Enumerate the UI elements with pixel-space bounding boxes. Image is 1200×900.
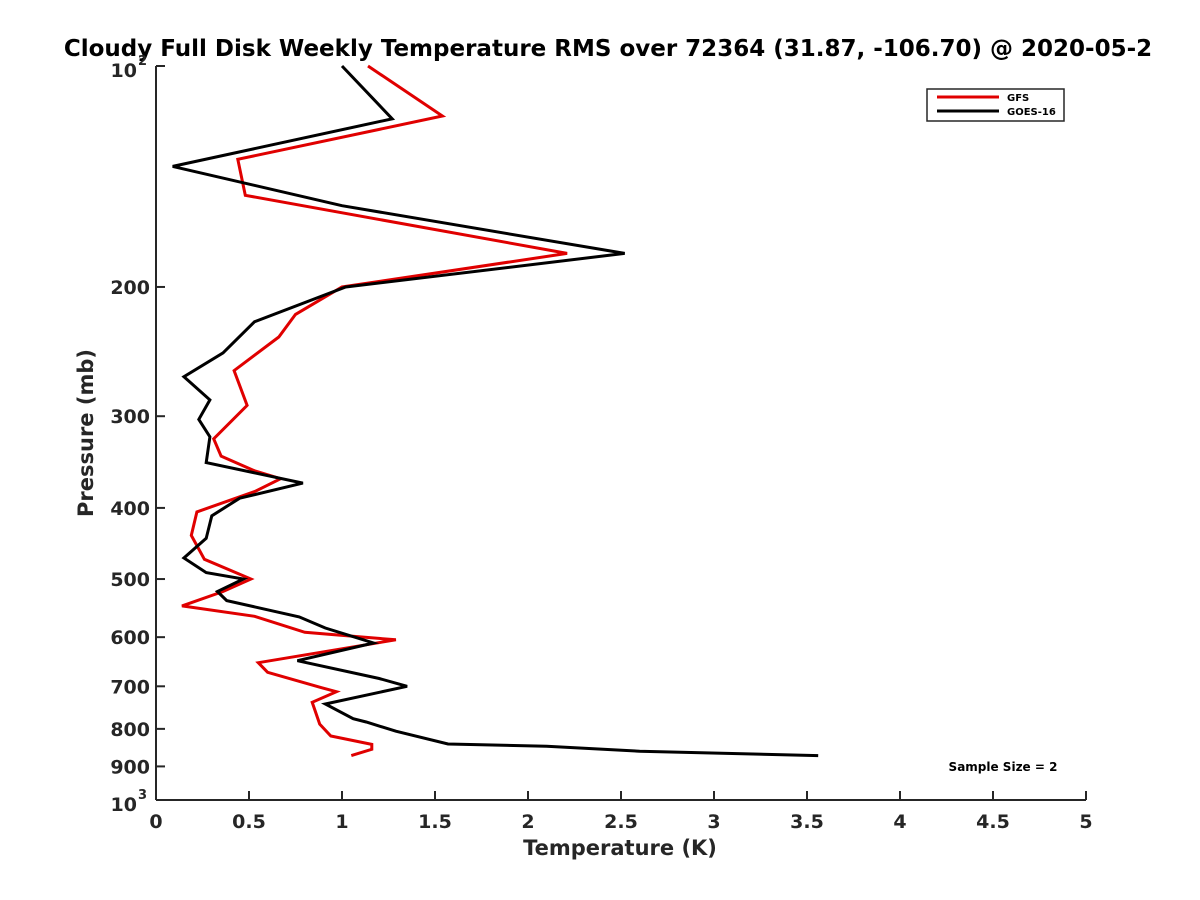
x-tick-label: 4.5 <box>976 811 1010 833</box>
x-tick-label: 0 <box>149 811 162 833</box>
x-tick-label: 2 <box>521 811 534 833</box>
y-tick-label: 10 2 <box>111 54 148 82</box>
y-tick-exponent: 3 <box>138 788 147 803</box>
x-tick-label: 1.5 <box>418 811 452 833</box>
sample-size-annotation: Sample Size = 2 <box>949 760 1058 774</box>
y-tick-label: 400 <box>110 498 150 520</box>
series-line-gfs <box>181 64 568 758</box>
legend: GFS GOES-16 <box>926 88 1065 122</box>
y-tick-label: 600 <box>110 627 150 649</box>
x-tick-label: 3 <box>707 811 720 833</box>
legend-label: GOES-16 <box>1007 107 1056 118</box>
x-tick-label: 5 <box>1079 811 1092 833</box>
y-tick-label: 700 <box>110 676 150 698</box>
y-tick-label: 500 <box>110 569 150 591</box>
y-tick-base: 10 <box>111 794 137 816</box>
legend-box <box>926 88 1065 122</box>
series-layer <box>172 64 819 758</box>
x-tick-label: 0.5 <box>232 811 266 833</box>
chart-title: Cloudy Full Disk Weekly Temperature RMS … <box>64 36 1152 62</box>
y-tick-label: 300 <box>110 406 150 428</box>
y-tick-label: 900 <box>110 756 150 778</box>
x-tick-label: 4 <box>893 811 906 833</box>
y-tick-exponent: 2 <box>138 54 147 69</box>
x-tick-label: 1 <box>335 811 348 833</box>
x-tick-label: 3.5 <box>790 811 824 833</box>
axes: 0 0.5 1 1.5 2 2.5 3 3.5 4 4.5 510 22003004005006007… <box>110 54 1092 833</box>
series-line-goes-16 <box>172 64 819 758</box>
legend-label: GFS <box>1007 93 1029 104</box>
y-tick-label: 200 <box>110 277 150 299</box>
y-tick-label: 10 3 <box>111 788 148 816</box>
y-axis-label: Pressure (mb) <box>74 349 98 517</box>
y-tick-base: 10 <box>111 60 137 82</box>
y-tick-label: 800 <box>110 719 150 741</box>
x-axis-label: Temperature (K) <box>523 836 717 860</box>
x-tick-label: 2.5 <box>604 811 638 833</box>
